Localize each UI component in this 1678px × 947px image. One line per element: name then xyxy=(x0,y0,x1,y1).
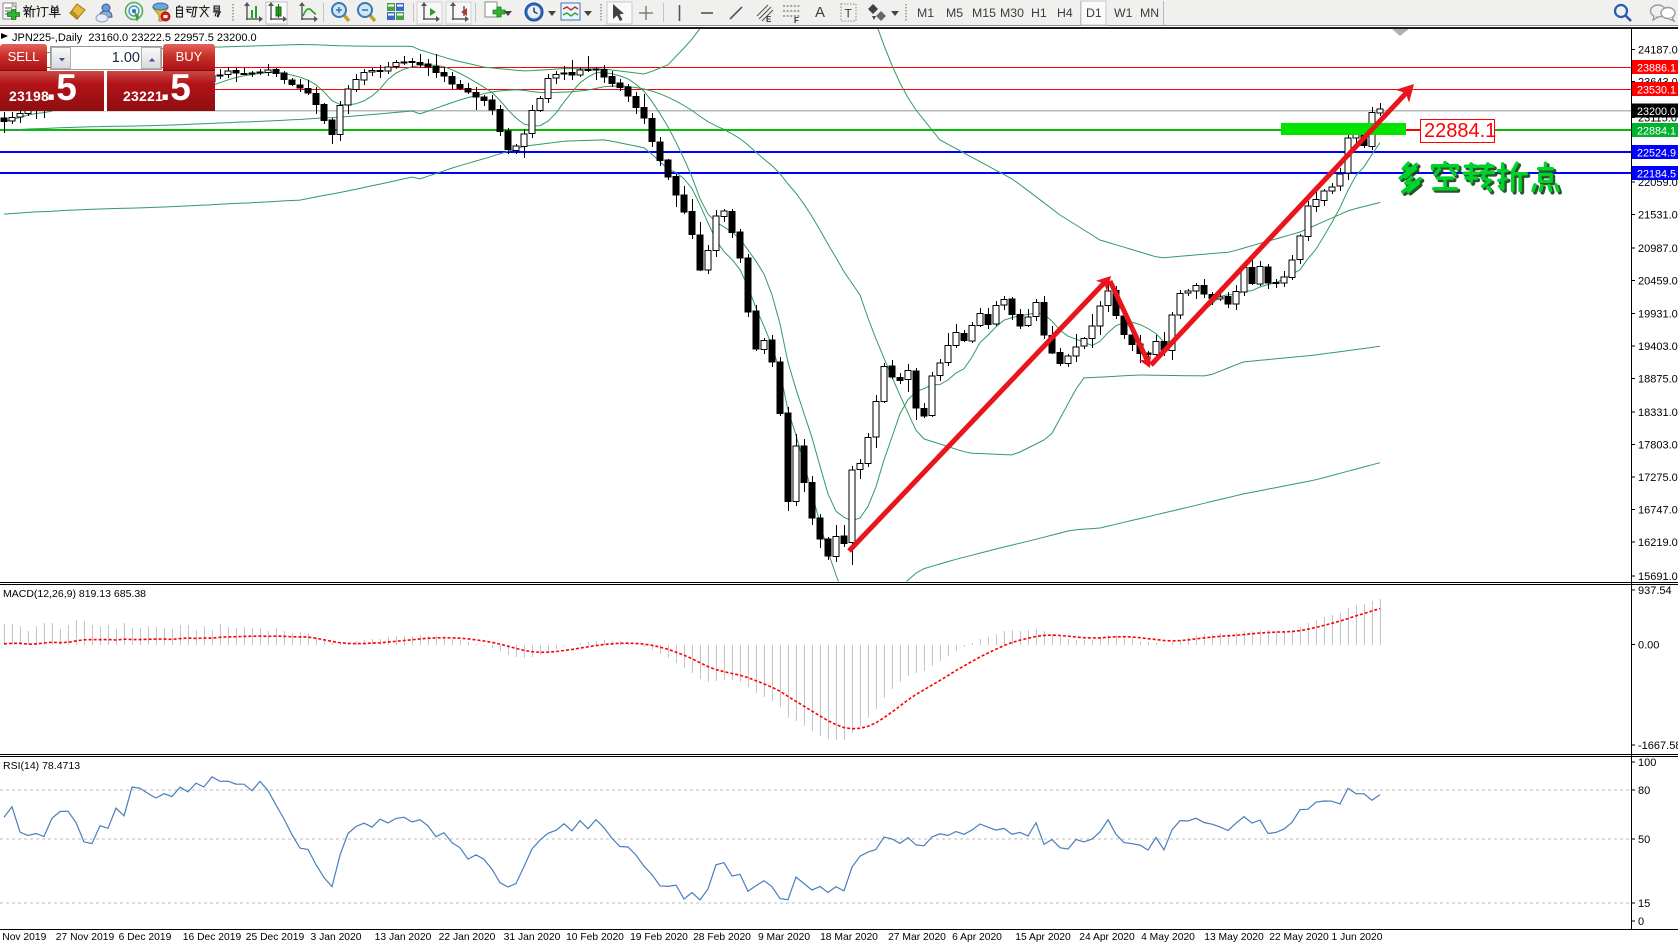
svg-text:13 May 2020: 13 May 2020 xyxy=(1204,932,1264,943)
svg-text:20459.0: 20459.0 xyxy=(1638,276,1678,288)
svg-text:M30: M30 xyxy=(1000,6,1024,20)
svg-text:D1: D1 xyxy=(1086,6,1102,20)
svg-text:0.00: 0.00 xyxy=(1638,640,1659,652)
svg-text:15: 15 xyxy=(1638,898,1650,910)
svg-text:15 Apr 2020: 15 Apr 2020 xyxy=(1015,932,1071,943)
svg-text:18875.0: 18875.0 xyxy=(1638,374,1678,386)
svg-text:17803.0: 17803.0 xyxy=(1638,440,1678,452)
svg-text:0: 0 xyxy=(1638,916,1644,928)
svg-text:F: F xyxy=(794,16,799,25)
svg-text:16747.0: 16747.0 xyxy=(1638,505,1678,517)
svg-text:M15: M15 xyxy=(972,6,996,20)
svg-text:16219.0: 16219.0 xyxy=(1638,537,1678,549)
svg-text:W1: W1 xyxy=(1114,6,1133,20)
svg-text:25 Dec 2019: 25 Dec 2019 xyxy=(246,932,305,943)
svg-text:9 Mar 2020: 9 Mar 2020 xyxy=(758,932,810,943)
svg-text:24 Apr 2020: 24 Apr 2020 xyxy=(1079,932,1135,943)
svg-text:19931.0: 19931.0 xyxy=(1638,309,1678,321)
svg-text:23530.1: 23530.1 xyxy=(1637,85,1676,97)
svg-text:M1: M1 xyxy=(917,6,934,20)
svg-text:28 Feb 2020: 28 Feb 2020 xyxy=(693,932,751,943)
svg-text:22184.5: 22184.5 xyxy=(1637,169,1676,181)
svg-text:3 Jan 2020: 3 Jan 2020 xyxy=(311,932,362,943)
svg-text:17275.0: 17275.0 xyxy=(1638,472,1678,484)
svg-text:13 Jan 2020: 13 Jan 2020 xyxy=(375,932,432,943)
svg-text:19 Feb 2020: 19 Feb 2020 xyxy=(630,932,688,943)
svg-text:H1: H1 xyxy=(1031,6,1047,20)
svg-text:MN: MN xyxy=(1140,6,1159,20)
svg-text:22884.1: 22884.1 xyxy=(1637,126,1676,138)
svg-text:18 Mar 2020: 18 Mar 2020 xyxy=(820,932,878,943)
svg-text:27 Mar 2020: 27 Mar 2020 xyxy=(888,932,946,943)
svg-text:24187.0: 24187.0 xyxy=(1638,45,1678,57)
svg-text:20987.0: 20987.0 xyxy=(1638,243,1678,255)
svg-text:19403.0: 19403.0 xyxy=(1638,341,1678,353)
svg-text:22884.1: 22884.1 xyxy=(1424,120,1496,142)
svg-text:E: E xyxy=(766,15,772,24)
svg-text:100: 100 xyxy=(1638,757,1656,769)
svg-text:16 Dec 2019: 16 Dec 2019 xyxy=(183,932,242,943)
svg-text:6 Dec 2019: 6 Dec 2019 xyxy=(119,932,172,943)
svg-text:H4: H4 xyxy=(1057,6,1073,20)
svg-text:22 Jan 2020: 22 Jan 2020 xyxy=(439,932,496,943)
svg-text:15691.0: 15691.0 xyxy=(1638,571,1678,583)
svg-text:8 Nov 2019: 8 Nov 2019 xyxy=(0,932,47,943)
svg-text:22524.9: 22524.9 xyxy=(1637,148,1676,160)
svg-text:T: T xyxy=(845,7,853,21)
svg-text:M5: M5 xyxy=(946,6,963,20)
svg-text:10 Feb 2020: 10 Feb 2020 xyxy=(566,932,624,943)
svg-text:23886.1: 23886.1 xyxy=(1637,63,1676,75)
svg-text:4 May 2020: 4 May 2020 xyxy=(1141,932,1195,943)
svg-text:31 Jan 2020: 31 Jan 2020 xyxy=(504,932,561,943)
svg-text:6 Apr 2020: 6 Apr 2020 xyxy=(952,932,1002,943)
svg-text:937.54: 937.54 xyxy=(1638,585,1672,597)
svg-text:27 Nov 2019: 27 Nov 2019 xyxy=(56,932,115,943)
svg-text:21531.0: 21531.0 xyxy=(1638,210,1678,222)
svg-text:RSI(14) 78.4713: RSI(14) 78.4713 xyxy=(3,760,80,772)
svg-text:80: 80 xyxy=(1638,785,1650,797)
svg-text:18331.0: 18331.0 xyxy=(1638,407,1678,419)
svg-text:A: A xyxy=(815,4,825,21)
svg-text:1 Jun 2020: 1 Jun 2020 xyxy=(1332,932,1383,943)
svg-text:50: 50 xyxy=(1638,834,1650,846)
svg-text:MACD(12,26,9) 819.13 685.38: MACD(12,26,9) 819.13 685.38 xyxy=(3,588,146,600)
svg-text:22 May 2020: 22 May 2020 xyxy=(1269,932,1329,943)
svg-text:23200.0: 23200.0 xyxy=(1637,106,1676,118)
svg-text:-1667.58: -1667.58 xyxy=(1638,740,1678,752)
